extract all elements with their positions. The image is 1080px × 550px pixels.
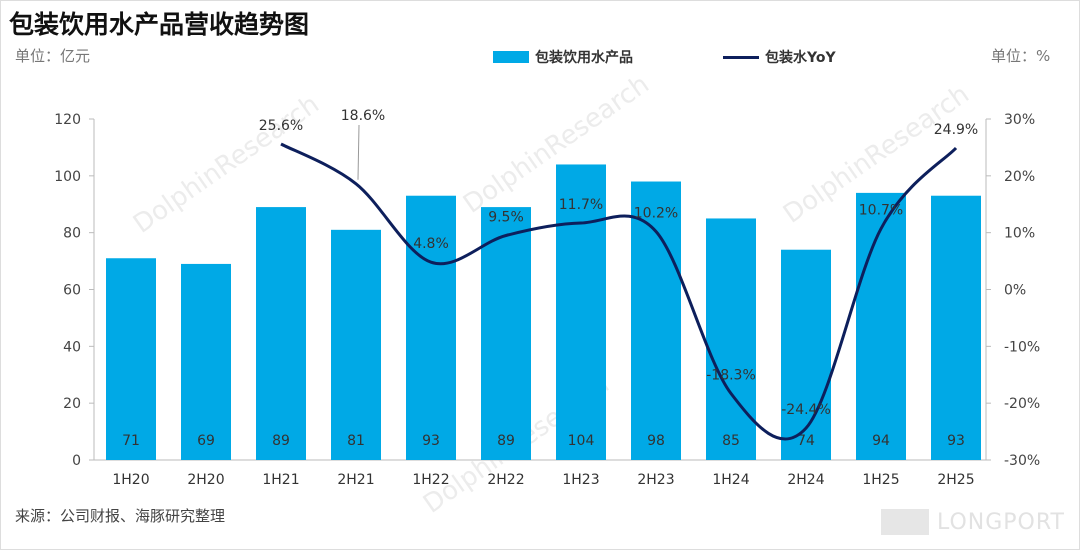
- bar-value-label: 89: [497, 433, 515, 449]
- bar-1H23: [556, 164, 606, 460]
- right-tick-label: 10%: [1004, 226, 1035, 242]
- left-tick-label: 0: [72, 453, 81, 469]
- bar-1H20: [106, 258, 156, 460]
- x-tick-label: 2H20: [187, 472, 224, 488]
- right-tick-label: -10%: [1004, 339, 1040, 355]
- bar-2H22: [481, 207, 531, 460]
- bar-value-label: 98: [647, 433, 665, 449]
- x-tick-label: 1H23: [562, 472, 599, 488]
- legend-bar-swatch: [493, 51, 529, 63]
- bar-2H20: [181, 263, 231, 460]
- left-tick-label: 100: [54, 169, 81, 185]
- bar-2H24: [781, 249, 831, 460]
- longport-logo: LONGPORT: [880, 509, 1065, 535]
- bar-value-label: 93: [422, 433, 440, 449]
- x-tick-label: 2H22: [487, 472, 524, 488]
- x-tick-label: 1H22: [412, 472, 449, 488]
- yoy-label: 10.7%: [859, 203, 903, 219]
- right-axis-unit: 单位：%: [991, 47, 1051, 65]
- left-tick-label: 120: [54, 112, 81, 128]
- yoy-label: 9.5%: [488, 210, 524, 226]
- bar-1H25: [856, 192, 906, 460]
- yoy-label: -24.4%: [781, 402, 831, 418]
- bar-2H23: [631, 181, 681, 460]
- right-tick-label: 20%: [1004, 169, 1035, 185]
- yoy-label: 25.6%: [259, 118, 303, 134]
- legend-bar-label: 包装饮用水产品: [535, 50, 633, 66]
- bar-value-label: 94: [872, 433, 890, 449]
- yoy-label: 11.7%: [559, 197, 603, 213]
- chart-title: 包装饮用水产品营收趋势图: [9, 10, 310, 39]
- bar-1H24: [706, 218, 756, 460]
- right-tick-label: 0%: [1004, 283, 1026, 299]
- x-tick-label: 2H24: [787, 472, 824, 488]
- bar-value-label: 89: [272, 433, 290, 449]
- x-tick-label: 2H21: [337, 472, 374, 488]
- yoy-line: [280, 142, 958, 441]
- bar-1H21: [256, 207, 306, 460]
- logo-text: LONGPORT: [936, 509, 1065, 535]
- bar-value-label: 85: [722, 433, 740, 449]
- bar-value-label: 71: [122, 433, 140, 449]
- yoy-label: 18.6%: [341, 108, 385, 124]
- x-tick-label: 1H20: [112, 472, 149, 488]
- yoy-label: 24.9%: [934, 122, 978, 138]
- yoy-label: 10.2%: [634, 206, 678, 222]
- right-tick-label: -30%: [1004, 453, 1040, 469]
- left-tick-label: 20: [63, 396, 81, 412]
- x-tick-label: 1H25: [862, 472, 899, 488]
- legend-bar: 包装饮用水产品: [493, 47, 633, 67]
- bar-value-label: 93: [947, 433, 965, 449]
- x-tick-label: 2H23: [637, 472, 674, 488]
- left-tick-label: 60: [63, 283, 81, 299]
- legend-line-label: 包装水YoY: [765, 50, 836, 66]
- x-tick-label: 2H25: [937, 472, 974, 488]
- legend-line: 包装水YoY: [723, 47, 836, 67]
- x-tick-label: 1H21: [262, 472, 299, 488]
- left-tick-label: 80: [63, 226, 81, 242]
- yoy-label: -18.3%: [706, 368, 756, 384]
- legend-line-swatch: [723, 55, 759, 59]
- bar-value-label: 81: [347, 433, 365, 449]
- right-tick-label: -20%: [1004, 396, 1040, 412]
- left-axis-unit: 单位：亿元: [15, 47, 91, 65]
- right-tick-label: 30%: [1004, 112, 1035, 128]
- bar-1H22: [406, 195, 456, 460]
- source-note: 来源：公司财报、海豚研究整理: [15, 507, 226, 525]
- leader-line: [357, 124, 360, 180]
- yoy-label: 4.8%: [413, 236, 449, 252]
- left-tick-label: 40: [63, 339, 81, 355]
- bar-value-label: 74: [797, 433, 815, 449]
- bar-value-label: 104: [568, 433, 595, 449]
- x-tick-label: 1H24: [712, 472, 749, 488]
- bar-2H21: [331, 229, 381, 460]
- logo-mark: [880, 509, 929, 535]
- bar-2H25: [931, 195, 981, 460]
- bar-value-label: 69: [197, 433, 215, 449]
